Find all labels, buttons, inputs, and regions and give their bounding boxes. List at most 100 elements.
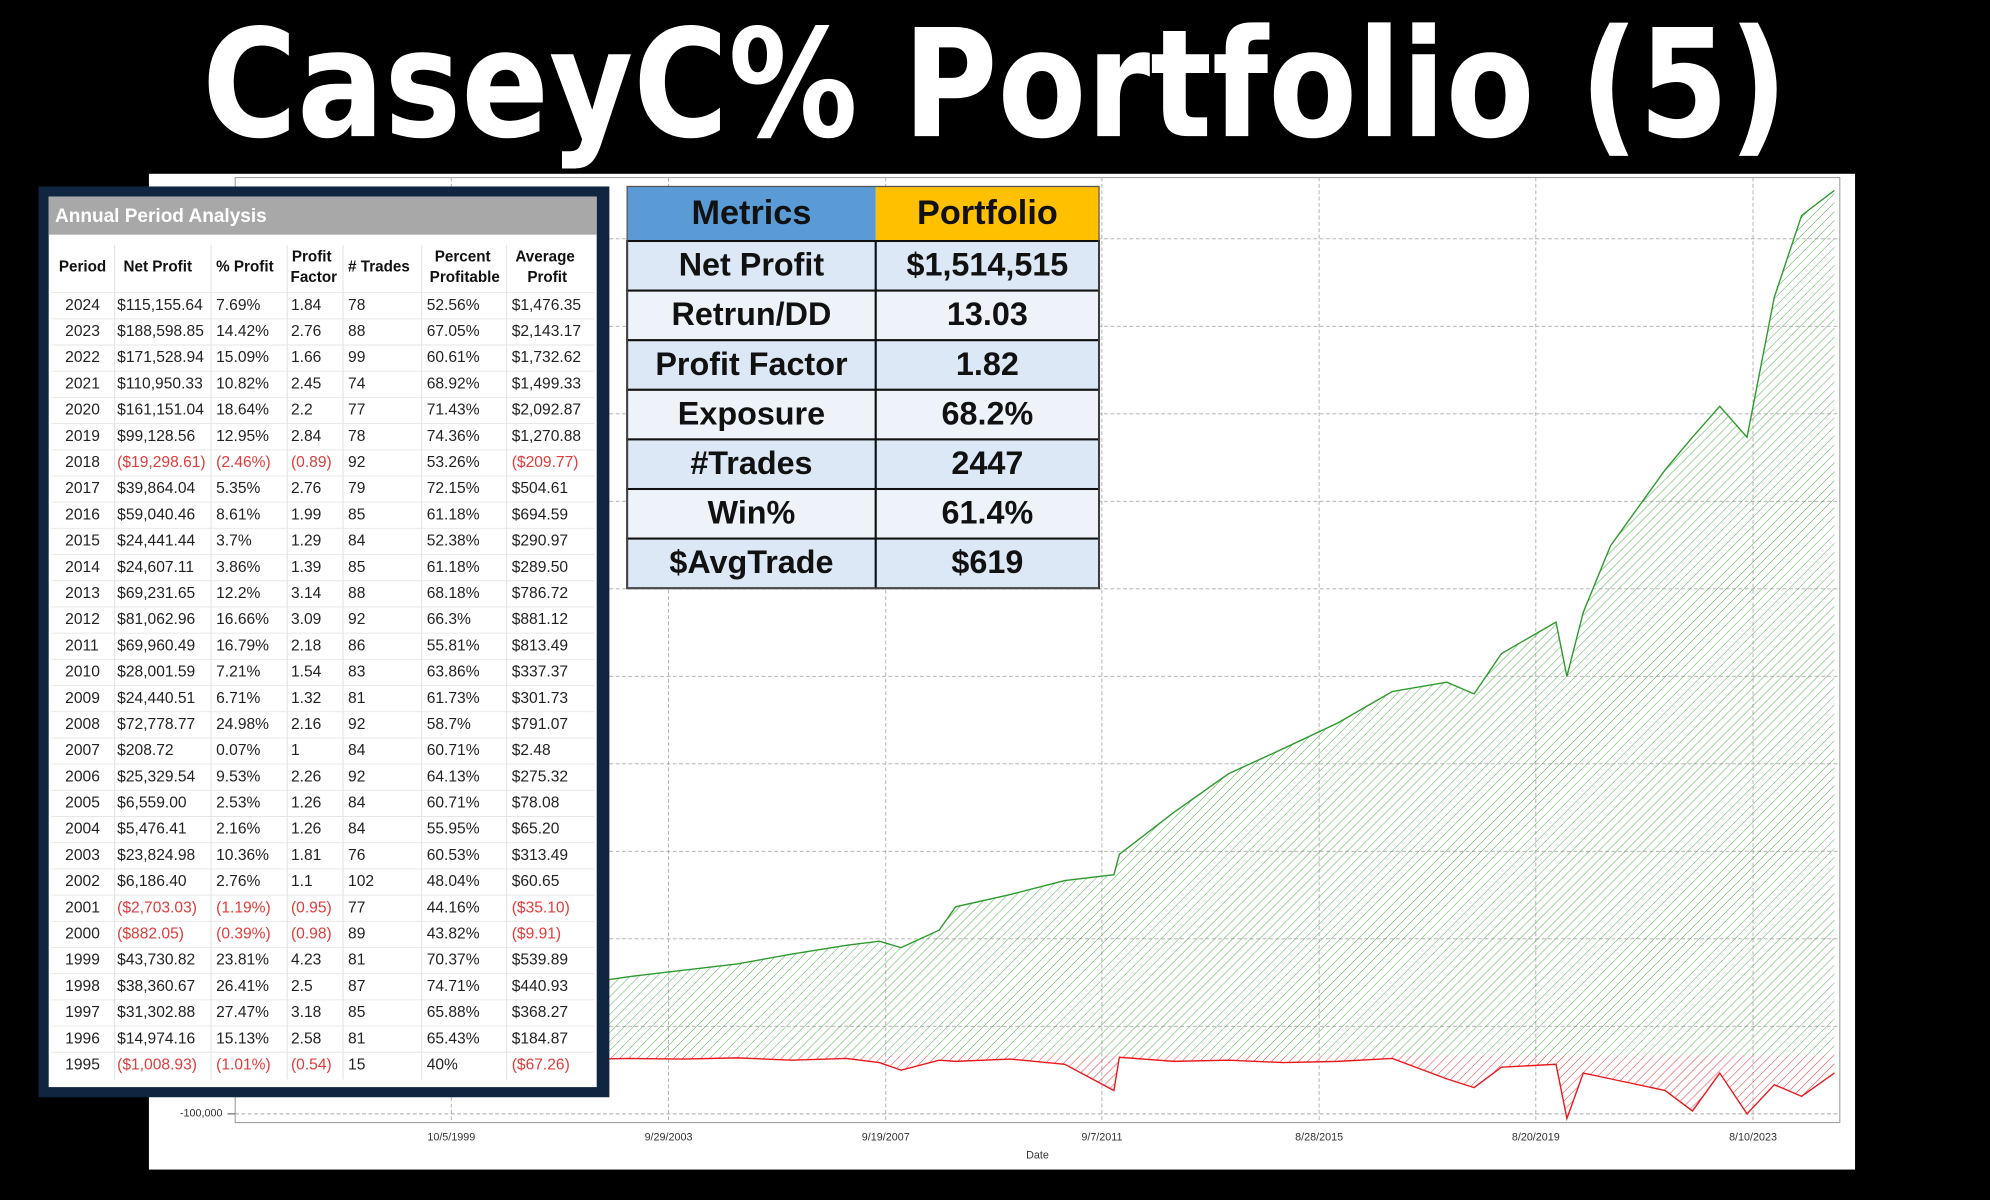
table-cell: 2.76% [216,873,260,890]
table-cell: 2005 [65,795,100,812]
table-cell: $289.50 [512,559,569,576]
table-cell: $275.32 [512,768,568,785]
table-cell: 55.81% [427,637,480,654]
table-cell: 2013 [65,585,100,602]
annual-table: Annual Period Analysis Period Net Profit % … [38,186,610,1098]
metrics-value: #Trades [690,445,812,481]
metrics-header: Portfolio [917,194,1058,232]
table-cell: 2002 [65,873,100,890]
table-cell: 81 [348,952,365,969]
table-cell: 1.99 [291,506,321,523]
table-cell: 65.43% [427,1030,480,1047]
table-cell: 27.47% [216,1004,269,1021]
table-cell: $1,499.33 [512,375,581,392]
table-cell: 79 [348,480,365,497]
metrics-table: Metrics Portfolio Net Profit $1,514,515 Retr… [626,185,1101,590]
table-cell: 92 [348,768,365,785]
table-cell: 15.09% [216,349,269,366]
table-cell: ($67.26) [512,1056,570,1073]
metrics-frame [626,185,1100,589]
table-cell: $14,974.16 [117,1030,195,1047]
table-cell: 61.18% [427,506,480,523]
table-cell: 74.71% [427,978,480,995]
table-cell: 74 [348,375,366,392]
table-cell: 52.38% [427,533,480,550]
table-cell: 2022 [65,349,100,366]
column-header: Net Profit [124,259,192,276]
table-cell: 77 [348,899,365,916]
table-cell: 16.66% [216,611,269,628]
x-tick-label: 9/19/2007 [862,1132,910,1144]
x-axis-label: Date [1026,1149,1049,1161]
table-cell: 2.84 [291,428,322,445]
table-cell: $290.97 [512,533,568,550]
table-cell: 2006 [65,768,100,785]
table-cell: 2019 [65,428,100,445]
table-cell: 2016 [65,506,100,523]
table-cell: 60.61% [427,349,480,366]
table-cell: 26.41% [216,978,269,995]
table-cell: 99 [348,349,365,366]
table-cell: $539.89 [512,952,568,969]
metrics-value: Profit Factor [655,346,848,382]
table-cell: 1.81 [291,847,321,864]
table-cell: $78.08 [512,795,560,812]
metrics-header: Metrics [692,194,812,232]
table-cell: 84 [348,742,366,759]
table-cell: 2.53% [216,795,260,812]
table-cell: 67.05% [427,323,480,340]
table-cell: $188,598.85 [117,323,204,340]
metrics-value: 2447 [951,445,1023,481]
table-cell: ($209.77) [512,454,579,471]
table-cell: 78 [348,297,365,314]
table-cell: 52.56% [427,297,480,314]
column-header: Percent Profitable [430,249,500,286]
table-cell: 84 [348,533,366,550]
table-cell: 6.71% [216,690,260,707]
table-cell: $5,476.41 [117,821,186,838]
table-cell: 1.29 [291,533,321,550]
table-cell: 24.98% [216,716,269,733]
table-cell: $6,186.40 [117,873,187,890]
table-cell: 2021 [65,375,100,392]
table-cell: 63.86% [427,664,480,681]
table-cell: 2.2 [291,402,313,419]
table-cell: 61.18% [427,559,480,576]
table-cell: 10.82% [216,375,269,392]
table-cell: 2.16% [216,821,260,838]
table-cell: $504.61 [512,480,568,497]
metrics-cell [626,289,877,342]
table-cell: 92 [348,716,365,733]
table-cell: $25,329.54 [117,768,195,785]
table-cell: 66.3% [427,611,471,628]
metrics-value: $1,514,515 [906,247,1068,283]
table-cell: $39,864.04 [117,480,195,497]
table-cell: 2.58 [291,1030,321,1047]
table-cell: $72,778.77 [117,716,195,733]
table-cell: 2.76 [291,480,321,497]
table-cell: $24,440.51 [117,690,195,707]
table-cell: 2.26 [291,768,321,785]
table-cell: $6,559.00 [117,795,187,812]
table-cell: $81,062.96 [117,611,195,628]
table-cell: 84 [348,795,366,812]
metrics-value: 1.82 [956,346,1019,382]
metrics-value: $AvgTrade [669,544,833,580]
column-header: Period [59,259,106,276]
table-cell: ($1,008.93) [117,1056,197,1073]
table-cell: ($19,298.61) [117,454,205,471]
table-cell: 2023 [65,323,100,340]
table-cell: $208.72 [117,742,173,759]
table-cell: 2012 [65,611,100,628]
table-cell: $301.73 [512,690,568,707]
table-cell: 3.18 [291,1004,321,1021]
table-cell: 2.5 [291,978,313,995]
table-cell: 70.37% [427,952,480,969]
metrics-value: 13.03 [947,296,1028,332]
table-cell: $161,151.04 [117,402,204,419]
table-cell: 71.43% [427,402,480,419]
table-cell: 2.45 [291,375,322,392]
table-cell: $313.49 [512,847,568,864]
